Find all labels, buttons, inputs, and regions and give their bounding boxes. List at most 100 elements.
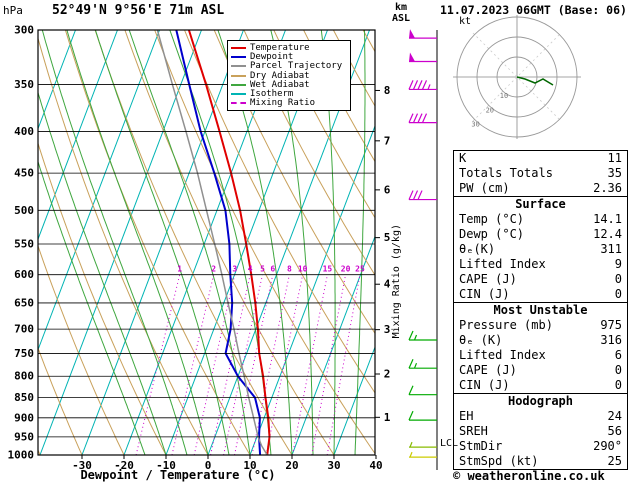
stat-label: Dewp (°C) [459,227,525,241]
svg-text:3: 3 [232,265,237,274]
legend-swatch [231,65,246,68]
stat-label: EH [459,409,474,423]
wind-barb [408,113,437,124]
stat-value: 0 [614,287,622,301]
legend-item: Isotherm [231,89,347,100]
stat-label: Temp (°C) [459,212,525,226]
stat-value: 9 [614,257,622,271]
svg-text:4: 4 [384,278,391,291]
svg-text:10: 10 [298,265,308,274]
legend-label: Mixing Ratio [250,98,316,109]
svg-text:350: 350 [14,78,34,91]
stat-label: Pressure (mb) [459,318,553,332]
indices-panel: K 11 Totals Totals 35 PW (cm) 2.36 Surface … [453,150,628,470]
wind-barbs [408,29,437,458]
stat-value: 0 [614,363,622,377]
svg-text:800: 800 [14,370,34,383]
altitude-ticks: 1 2 3 4 5 6 7 8 [375,84,391,424]
valid-datetime: 11.07.2023 06GMT (Base: 06) [440,3,627,17]
stat-row: SREH 56 [454,424,627,439]
stat-row: Pressure (mb) 975 [454,318,627,333]
stat-value: 56 [607,424,622,438]
temperature-axis: -30 -20 -10 0 10 20 30 40 [72,455,383,472]
svg-text:20: 20 [341,265,351,274]
wind-barb [409,451,437,458]
hodograph-block: Hodograph EH 24 SREH 56 StmDir 290° StmSpd … [454,393,627,469]
parcel-trajectory-curve [156,30,268,455]
stat-row: Temp (°C) 14.1 [454,212,627,227]
legend-item: Dewpoint [231,52,347,62]
stat-label: K [459,151,467,165]
lcl-label: LCL [440,438,459,449]
mixing-ratio-labels: 1 2 3 4 5 6 8 10 15 20 25 [177,265,365,274]
stat-label: SREH [459,424,488,438]
svg-text:8: 8 [384,84,391,97]
legend-item: Temperature [231,42,347,53]
stat-label: Lifted Index [459,348,546,362]
section-title: Most Unstable [493,303,588,317]
stat-row: CIN (J) 0 [454,287,627,302]
stat-row: CAPE (J) 0 [454,272,627,287]
svg-text:30: 30 [327,459,340,472]
section-title: Hodograph [507,394,574,408]
svg-text:950: 950 [14,430,34,443]
wind-barb [409,441,437,448]
svg-text:550: 550 [14,237,34,250]
svg-text:450: 450 [14,167,34,180]
most-unstable-block: Most Unstable Pressure (mb) 975 θₑ (K) 316… [454,302,627,393]
stat-row: Totals Totals 35 [454,166,627,181]
svg-text:1: 1 [384,411,391,424]
svg-text:600: 600 [14,268,34,281]
svg-text:400: 400 [14,125,34,138]
stat-value: 25 [607,454,622,468]
stat-value: 290° [593,439,622,453]
svg-text:20: 20 [285,459,298,472]
copyright: © weatheronline.co.uk [453,469,605,483]
svg-text:25: 25 [355,265,365,274]
stat-value: 12.4 [593,227,622,241]
stat-value: 2.36 [593,181,622,195]
svg-text:850: 850 [14,391,34,404]
legend-swatch [231,83,246,86]
stat-value: 11 [607,151,622,165]
stat-row: CIN (J) 0 [454,378,627,393]
svg-text:10: 10 [243,459,256,472]
stat-label: CAPE (J) [459,363,517,377]
mixing-ratio-axis-title: Mixing Ratio (g/kg) [391,224,402,339]
hodograph-trace [516,76,554,86]
legend-item: Mixing Ratio [231,98,347,109]
svg-text:5: 5 [384,231,391,244]
indices-block: K 11 Totals Totals 35 PW (cm) 2.36 [454,151,627,196]
svg-text:1: 1 [177,265,182,274]
section-title: Surface [515,197,566,211]
stat-value: 975 [600,318,622,332]
legend-label: Isotherm [250,89,294,100]
svg-text:700: 700 [14,323,34,336]
legend-item: Wet Adiabat [231,79,347,90]
svg-text:8: 8 [287,265,292,274]
stat-row: CAPE (J) 0 [454,363,627,378]
stat-value: 6 [614,348,622,362]
svg-text:20: 20 [486,106,494,114]
svg-text:5: 5 [260,265,265,274]
svg-text:-30: -30 [72,459,92,472]
svg-text:2: 2 [384,368,391,381]
legend-label: Dry Adiabat [250,70,310,81]
altitude-axis-title: km ASL [384,2,418,24]
stat-label: PW (cm) [459,181,510,195]
svg-text:500: 500 [14,204,34,217]
legend-label: Wet Adiabat [250,79,310,90]
legend-label: Parcel Trajectory [250,61,343,72]
legend-label: Temperature [250,42,310,53]
hodograph-plot: 10 20 30 [453,15,581,139]
station-title: 52°49'N 9°56'E 71m ASL [52,3,225,18]
wind-barb [408,385,437,396]
stat-label: CAPE (J) [459,272,517,286]
svg-text:750: 750 [14,347,34,360]
svg-text:15: 15 [323,265,333,274]
stat-label: Lifted Index [459,257,546,271]
svg-text:-20: -20 [114,459,134,472]
stat-label: Totals Totals [459,166,553,180]
surface-block: Surface Temp (°C) 14.1 Dewp (°C) 12.4 θₑ(K… [454,196,627,302]
stat-label: θₑ (K) [459,333,503,347]
